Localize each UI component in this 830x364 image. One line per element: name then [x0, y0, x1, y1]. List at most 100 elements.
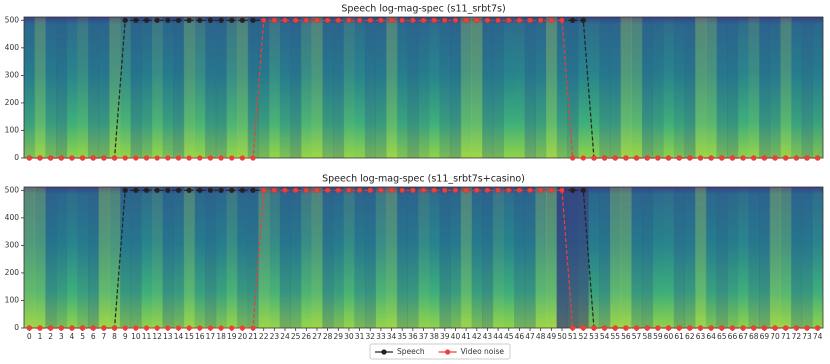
series-point [452, 187, 459, 193]
series-point [154, 187, 160, 193]
series-point [378, 187, 384, 193]
series-point [335, 187, 341, 193]
series-point [346, 187, 352, 193]
series-point [580, 187, 586, 193]
legend-marker [445, 349, 451, 355]
series-point [186, 155, 192, 161]
series-point [250, 155, 256, 161]
spectrogram-column [300, 17, 313, 158]
series-point [708, 155, 714, 161]
series-point [783, 155, 789, 161]
x-tick-label: 12 [152, 332, 162, 341]
series-point [26, 325, 32, 331]
spectrogram-column [34, 17, 46, 158]
series-point [165, 187, 171, 193]
series-point [58, 325, 64, 331]
x-tick-label: 56 [621, 332, 631, 341]
spectrogram-column [535, 187, 547, 328]
series-point [218, 17, 224, 23]
x-tick-label: 32 [365, 332, 375, 341]
series-point [548, 17, 554, 23]
series-point [516, 187, 522, 193]
series-point [697, 155, 704, 161]
series-point [186, 325, 192, 331]
spectrogram-column [663, 17, 674, 158]
series-point [133, 187, 139, 193]
spectrogram-column [684, 187, 696, 328]
spectrogram-column [567, 17, 579, 158]
series-point [761, 325, 768, 331]
spectrogram-column [194, 187, 206, 328]
series-point [133, 325, 139, 331]
series-point [410, 17, 416, 23]
x-tick-label: 52 [579, 332, 589, 341]
spectrogram-column [492, 187, 504, 328]
spectrogram-column [151, 187, 163, 328]
spectrogram-column [609, 17, 622, 158]
spectrogram-column [407, 187, 419, 328]
series-point [570, 187, 576, 193]
x-tick-label: 57 [632, 332, 642, 341]
series-point [250, 17, 256, 23]
series-point [207, 187, 214, 193]
series-point [282, 187, 288, 193]
series-point [165, 17, 171, 23]
series-line [29, 19, 818, 159]
x-tick-label: 74 [813, 332, 823, 341]
x-tick-label: 40 [451, 332, 461, 341]
series-point [207, 17, 214, 23]
spectrogram-column [780, 17, 792, 158]
legend: Speech Video noise [369, 343, 511, 360]
series-point [772, 325, 778, 331]
x-tick-label: 23 [270, 332, 280, 341]
spectrogram-column [482, 17, 494, 158]
spectrogram-column [130, 17, 142, 158]
series-point [484, 187, 491, 193]
series-point [325, 187, 331, 193]
series-point [239, 325, 245, 331]
series-point [90, 325, 96, 331]
spectrogram-column [247, 187, 259, 328]
spectrogram-column [45, 17, 57, 158]
x-tick-label: 21 [248, 332, 258, 341]
spectrogram-column [130, 187, 142, 328]
y-tick-label: 0 [14, 323, 19, 332]
spectrogram-column [727, 187, 739, 328]
y-tick-label: 0 [14, 153, 19, 162]
series-point [111, 325, 118, 331]
series-point [325, 17, 331, 23]
spectrogram-column [673, 17, 686, 158]
series-point [463, 187, 469, 193]
spectrogram-column [396, 187, 409, 328]
spectrogram-column [87, 187, 100, 328]
series-point [378, 17, 384, 23]
spectrogram-column [77, 17, 89, 158]
series-point [218, 155, 224, 161]
spectrogram-column [620, 187, 632, 328]
series-point [143, 325, 150, 331]
series-point [623, 155, 629, 161]
series-point [580, 17, 586, 23]
spectrogram-column [354, 17, 365, 158]
spectrogram-column [514, 17, 525, 158]
spectrogram-column [24, 17, 36, 158]
spectrogram-column [673, 187, 686, 328]
spectrogram-column [162, 17, 174, 158]
series-point [570, 325, 576, 331]
spectrogram-column [205, 17, 217, 158]
x-tick-label: 67 [738, 332, 748, 341]
spectrogram-column [695, 17, 707, 158]
series-point [175, 17, 182, 23]
series-point [69, 155, 75, 161]
series-point [314, 187, 320, 193]
spectrogram-column [300, 187, 313, 328]
series-point [559, 17, 565, 23]
spectrogram-column [631, 17, 643, 158]
series-point [644, 155, 650, 161]
x-tick-label: 15 [184, 332, 194, 341]
x-tick-label: 19 [227, 332, 237, 341]
x-tick-label: 26 [302, 332, 312, 341]
series-point [250, 187, 256, 193]
spectrogram-column [546, 17, 558, 158]
spectrogram-column [705, 17, 717, 158]
